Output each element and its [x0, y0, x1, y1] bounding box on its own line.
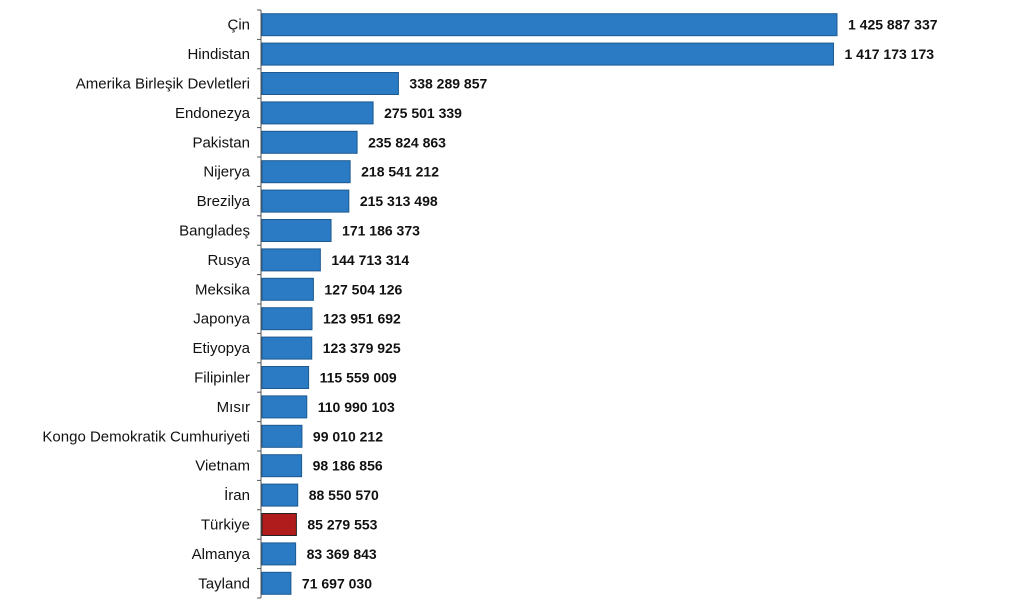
category-label: Japonya: [193, 311, 250, 328]
bar-19: [261, 571, 292, 595]
bar-14: [261, 424, 303, 448]
bar-11: [261, 336, 313, 360]
bar-13: [261, 395, 308, 419]
category-label: Türkiye: [201, 517, 250, 534]
bar-18: [261, 542, 297, 566]
value-label: 123 951 692: [323, 311, 401, 327]
category-label: Mısır: [217, 399, 250, 416]
value-label: 98 186 856: [313, 458, 383, 474]
value-label: 218 541 212: [361, 164, 439, 180]
value-label: 275 501 339: [384, 105, 462, 121]
bar-0: [261, 13, 838, 37]
value-label: 338 289 857: [409, 76, 487, 92]
category-label: Amerika Birleşik Devletleri: [76, 76, 250, 93]
value-label: 144 713 314: [331, 252, 409, 268]
category-label: Almanya: [192, 546, 251, 563]
category-label: Rusya: [207, 252, 250, 269]
category-label: Hindistan: [187, 46, 250, 63]
category-label: Etiyopya: [192, 340, 250, 357]
category-label: İran: [224, 486, 250, 504]
category-label: Brezilya: [197, 193, 251, 210]
category-label: Nijerya: [203, 164, 250, 181]
category-label: Endonezya: [175, 105, 251, 122]
value-label: 235 824 863: [368, 134, 446, 150]
bar-5: [261, 160, 351, 184]
bar-2: [261, 72, 399, 95]
value-label: 88 550 570: [309, 487, 379, 503]
bar-16: [261, 483, 299, 507]
category-label: Tayland: [198, 575, 250, 592]
bar-12: [261, 366, 310, 389]
value-label: 110 990 103: [318, 399, 395, 415]
bar-15: [261, 454, 303, 478]
bar-7: [261, 219, 332, 242]
value-label: 1 417 173 173: [844, 46, 934, 62]
bar-4: [261, 130, 358, 154]
category-label: Kongo Demokratik Cumhuriyeti: [42, 428, 250, 445]
category-label: Bangladeş: [179, 223, 250, 240]
value-label: 171 186 373: [342, 223, 420, 239]
bar-8: [261, 248, 321, 272]
bar-9: [261, 277, 314, 301]
category-label: Çin: [227, 17, 250, 34]
value-label: 99 010 212: [313, 428, 383, 444]
value-label: 215 313 498: [360, 193, 438, 209]
bar-17: [261, 513, 297, 536]
category-label: Vietnam: [195, 458, 250, 475]
value-label: 85 279 553: [307, 517, 377, 533]
value-label: 123 379 925: [323, 340, 401, 356]
value-label: 1 425 887 337: [848, 17, 938, 33]
bar-10: [261, 307, 313, 331]
value-label: 115 559 009: [320, 370, 397, 386]
category-label: Meksika: [195, 281, 251, 298]
category-label: Filipinler: [194, 370, 250, 387]
value-label: 71 697 030: [302, 575, 372, 591]
bar-6: [261, 189, 350, 213]
value-label: 127 504 126: [324, 281, 402, 297]
value-label: 83 369 843: [307, 546, 377, 562]
category-label: Pakistan: [192, 134, 250, 151]
bar-1: [261, 42, 834, 66]
bar-3: [261, 101, 374, 125]
